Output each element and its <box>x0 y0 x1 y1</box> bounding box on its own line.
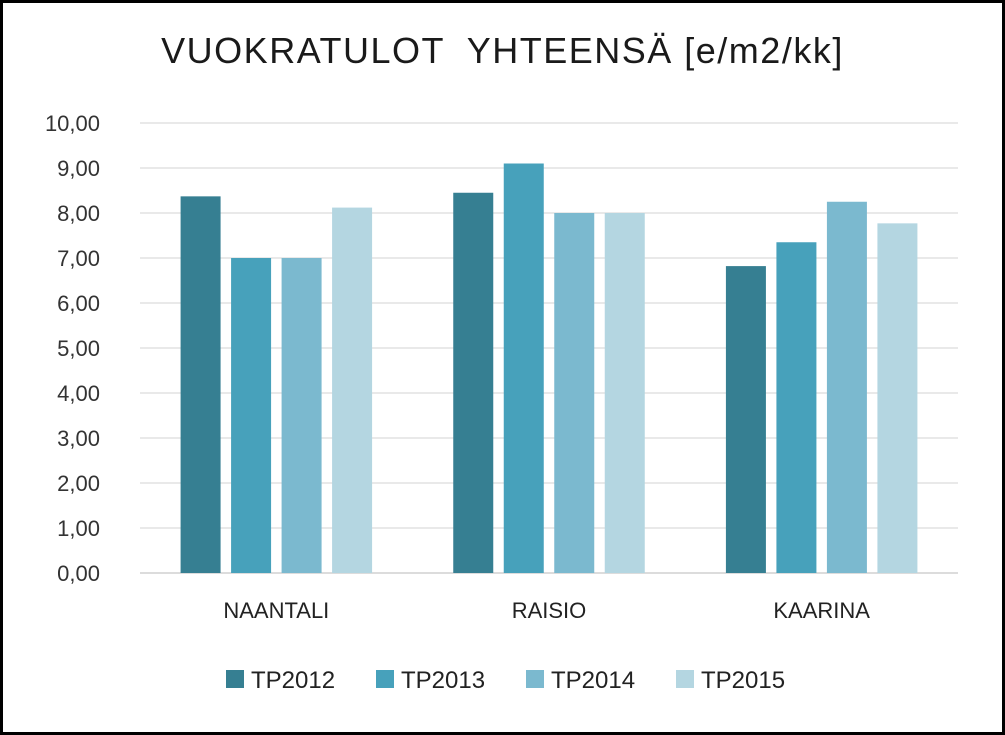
x-category-label: RAISIO <box>512 598 587 623</box>
legend-label: TP2014 <box>551 667 635 694</box>
y-tick-label: 2,00 <box>57 471 100 496</box>
bar-tp2012-naantali <box>180 196 221 573</box>
bar-tp2013-kaarina <box>776 242 817 573</box>
y-tick-label: 7,00 <box>57 246 100 271</box>
gridlines <box>140 122 958 574</box>
x-axis-categories: NAANTALI RAISIO KAARINA <box>223 598 870 623</box>
bar-tp2015-raisio <box>604 213 645 573</box>
bar-tp2015-kaarina <box>877 223 918 573</box>
legend-swatch <box>226 670 244 688</box>
legend-swatch <box>526 670 544 688</box>
bar-tp2014-kaarina <box>826 201 867 573</box>
bar-tp2012-raisio <box>453 192 494 573</box>
y-tick-label: 4,00 <box>57 381 100 406</box>
legend-swatch <box>676 670 694 688</box>
bar-tp2013-naantali <box>231 258 272 573</box>
legend-label: TP2015 <box>701 667 785 694</box>
bar-tp2014-raisio <box>554 213 595 573</box>
y-tick-label: 3,00 <box>57 426 100 451</box>
bar-tp2014-naantali <box>281 258 322 573</box>
y-tick-label: 5,00 <box>57 336 100 361</box>
y-tick-label: 8,00 <box>57 201 100 226</box>
legend-label: TP2013 <box>401 667 485 694</box>
y-tick-label: 0,00 <box>57 561 100 586</box>
x-category-label: NAANTALI <box>223 598 329 623</box>
bar-tp2013-raisio <box>503 163 544 573</box>
bar-tp2015-naantali <box>332 207 373 573</box>
y-tick-label: 10,00 <box>45 111 100 136</box>
legend: TP2012 TP2013 TP2014 TP2015 <box>226 667 785 694</box>
y-tick-label: 1,00 <box>57 516 100 541</box>
bars <box>180 163 918 573</box>
y-tick-label: 9,00 <box>57 156 100 181</box>
legend-label: TP2012 <box>251 667 335 694</box>
y-axis-ticks: 0,00 1,00 2,00 3,00 4,00 5,00 6,00 7,00 8,00 9,00… <box>45 111 100 586</box>
x-category-label: KAARINA <box>773 598 870 623</box>
legend-swatch <box>376 670 394 688</box>
bar-tp2012-kaarina <box>725 266 766 573</box>
chart-title: VUOKRATULOT YHTEENSÄ [e/m2/kk] <box>161 30 844 71</box>
y-tick-label: 6,00 <box>57 291 100 316</box>
